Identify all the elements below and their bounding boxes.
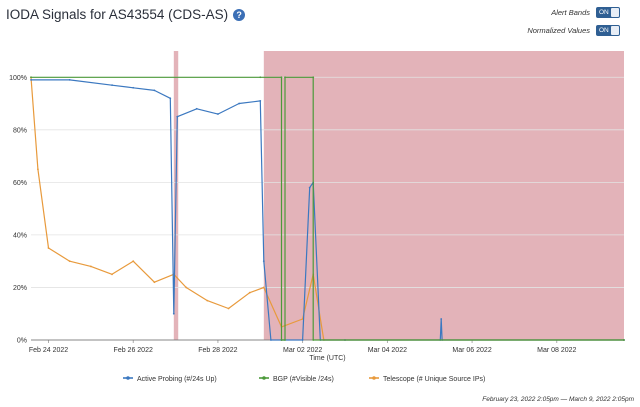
normalized-values-toggle[interactable]: ON — [596, 25, 620, 36]
legend-marker — [262, 376, 266, 380]
data-point — [68, 79, 71, 81]
data-point — [30, 76, 32, 79]
x-tick-label: Feb 28 2022 — [198, 347, 237, 354]
data-point — [238, 102, 241, 105]
data-point — [262, 286, 265, 289]
data-point — [284, 339, 286, 341]
y-tick-label: 20% — [13, 285, 27, 292]
alert-bands-control: Alert Bands ON — [551, 7, 620, 18]
data-point — [195, 107, 198, 110]
data-point — [262, 260, 265, 263]
data-point — [259, 76, 262, 79]
data-point — [280, 339, 283, 341]
data-point — [312, 339, 315, 341]
y-tick-label: 100% — [9, 75, 27, 82]
y-tick-label: 80% — [13, 127, 27, 134]
data-point — [185, 286, 188, 289]
data-point — [153, 281, 156, 284]
data-point — [227, 307, 230, 310]
data-point — [132, 260, 135, 263]
data-point — [111, 84, 113, 87]
data-point — [259, 100, 262, 102]
x-tick-label: Feb 26 2022 — [114, 347, 153, 354]
data-point — [169, 97, 172, 100]
x-tick-label: Mar 04 2022 — [368, 347, 407, 354]
data-point — [440, 318, 443, 320]
data-point — [176, 115, 179, 118]
legend-marker — [372, 376, 376, 380]
normalized-values-control: Normalized Values ON — [527, 25, 620, 36]
data-point — [308, 186, 311, 189]
normalized-values-state: ON — [599, 27, 609, 34]
data-point — [68, 260, 71, 263]
x-tick-label: Feb 24 2022 — [29, 347, 68, 354]
data-point — [623, 339, 625, 341]
legend-item: Active Probing (#/24s Up) — [137, 376, 217, 383]
normalized-values-label: Normalized Values — [527, 26, 590, 35]
x-tick-label: Mar 06 2022 — [452, 347, 491, 354]
data-point — [172, 312, 175, 315]
data-point — [132, 86, 135, 89]
data-point — [248, 291, 251, 294]
data-point — [280, 76, 283, 79]
x-tick-label: Mar 02 2022 — [283, 347, 322, 354]
data-point — [47, 247, 50, 249]
data-point — [37, 168, 39, 171]
y-tick-label: 60% — [13, 180, 27, 187]
data-point — [206, 299, 209, 302]
series-line — [30, 77, 624, 341]
data-point — [312, 76, 315, 79]
alert-bands-toggle[interactable]: ON — [596, 7, 620, 18]
help-circle-icon[interactable]: ? — [233, 8, 246, 21]
alert-band — [263, 51, 624, 340]
data-point — [111, 273, 113, 276]
toggle-knob — [611, 8, 619, 17]
data-point — [217, 113, 219, 115]
x-tick-label: Mar 08 2022 — [537, 347, 576, 354]
x-axis-title: Time (UTC) — [309, 355, 345, 362]
alert-bands-state: ON — [599, 9, 609, 16]
data-point — [153, 89, 156, 92]
legend-item: Telescope (# Unique Source IPs) — [383, 376, 485, 383]
y-tick-label: 40% — [13, 232, 27, 239]
data-point — [301, 339, 304, 341]
data-point — [269, 339, 272, 341]
y-tick-label: 0% — [17, 338, 27, 345]
legend-item: BGP (#Visible /24s) — [273, 376, 334, 383]
data-point — [89, 265, 92, 268]
chart-title: IODA Signals for AS43554 (CDS-AS) — [6, 7, 229, 22]
toggle-knob — [611, 26, 619, 35]
data-point — [284, 76, 286, 79]
date-range: February 23, 2022 2:05pm — March 9, 2022… — [482, 396, 634, 403]
alert-bands-label: Alert Bands — [551, 8, 590, 17]
data-point — [30, 79, 32, 81]
legend-marker — [126, 376, 130, 380]
page-title: IODA Signals for AS43554 (CDS-AS) ? — [6, 7, 246, 22]
